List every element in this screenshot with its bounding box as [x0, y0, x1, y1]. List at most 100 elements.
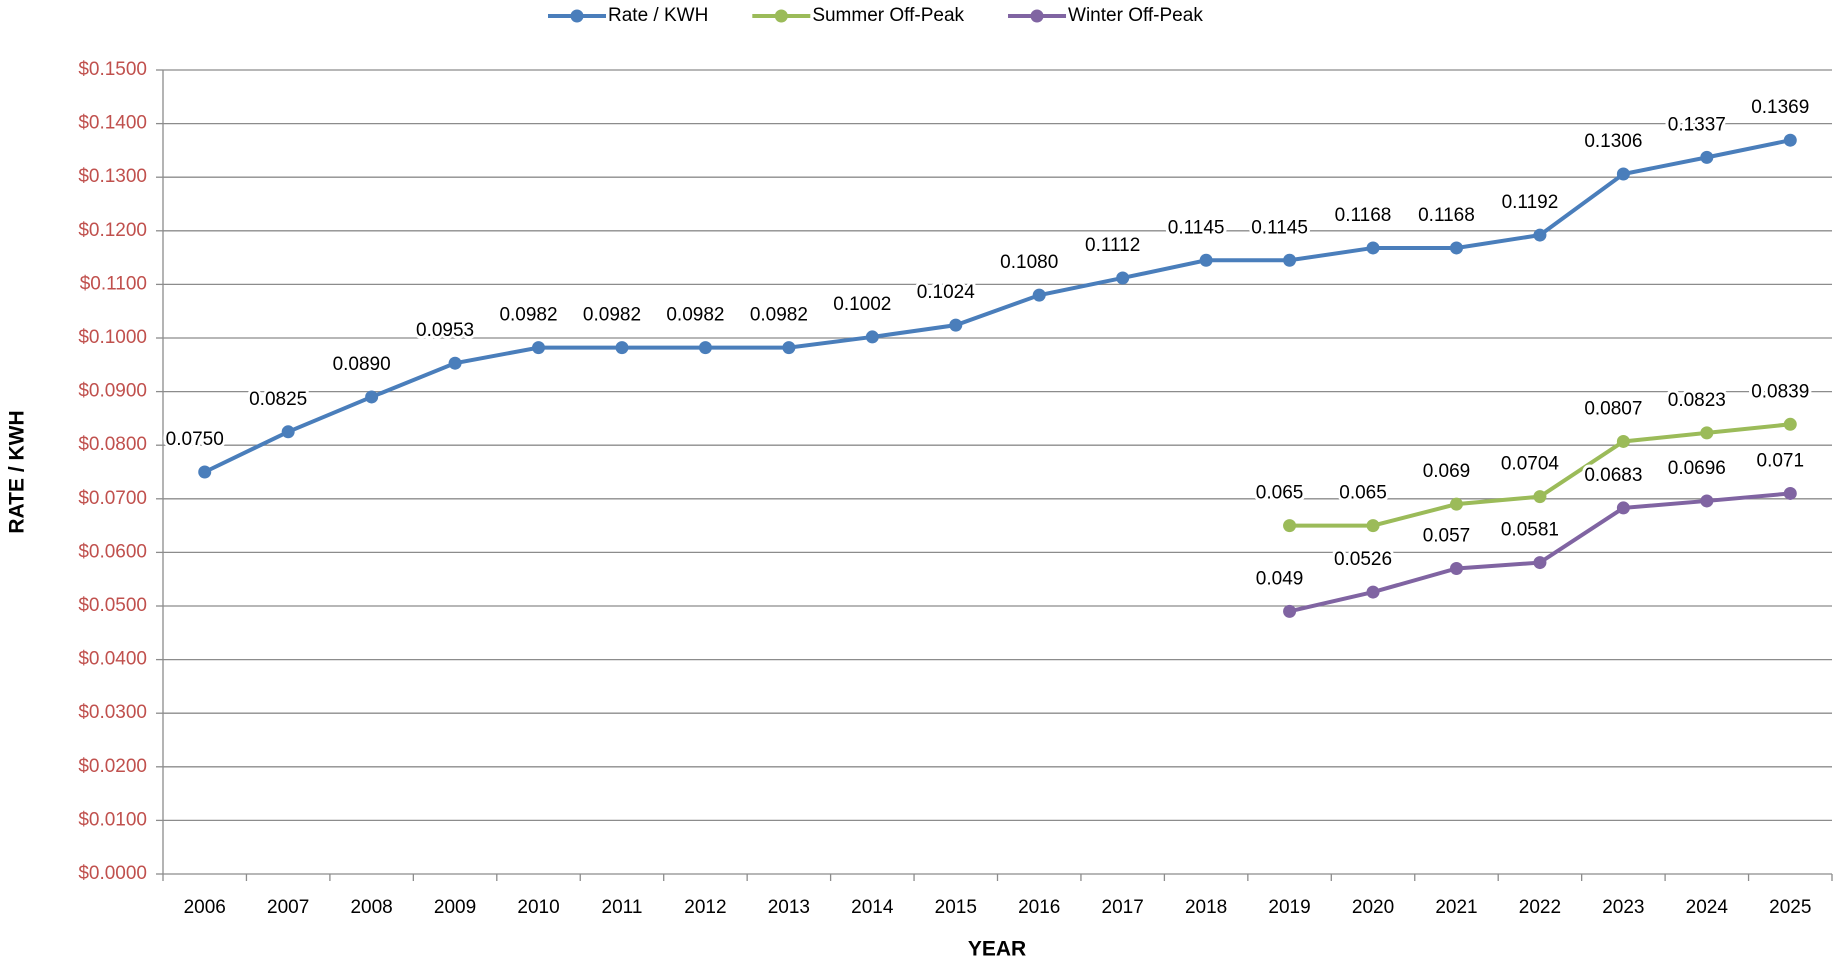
data-label: 0.057 — [1423, 525, 1471, 546]
legend-marker — [774, 9, 788, 23]
y-tick-label: $0.1400 — [78, 113, 147, 134]
data-label: 0.1002 — [833, 294, 891, 315]
legend-marker — [1030, 9, 1044, 23]
data-label: 0.0982 — [750, 305, 808, 326]
y-tick-label: $0.1500 — [78, 59, 147, 80]
x-tick-label: 2024 — [1686, 897, 1729, 918]
data-label: 0.065 — [1339, 483, 1387, 504]
data-label: 0.0750 — [166, 429, 224, 450]
data-label: 0.0982 — [583, 305, 641, 326]
data-label: 0.0890 — [333, 354, 391, 375]
x-tick-label: 2022 — [1519, 897, 1561, 918]
x-tick-label: 2009 — [434, 897, 476, 918]
y-tick-label: $0.0100 — [78, 809, 147, 830]
y-tick-label: $0.0000 — [78, 863, 147, 884]
data-point — [1700, 494, 1714, 508]
x-axis-label: YEAR — [968, 938, 1026, 961]
data-label: 0.1145 — [1168, 217, 1225, 238]
x-tick-label: 2025 — [1769, 897, 1811, 918]
data-label: 0.0982 — [499, 305, 557, 326]
data-point — [1783, 486, 1797, 500]
data-label: 0.0581 — [1501, 520, 1559, 541]
x-tick-label: 2017 — [1102, 897, 1144, 918]
data-label: 0.1168 — [1335, 205, 1392, 226]
data-point — [1116, 271, 1130, 285]
data-point — [1700, 150, 1714, 164]
x-tick-label: 2006 — [184, 897, 226, 918]
y-tick-label: $0.0300 — [78, 702, 147, 723]
x-tick-label: 2016 — [1018, 897, 1060, 918]
y-tick-label: $0.0600 — [78, 541, 147, 562]
data-label: 0.0526 — [1334, 549, 1392, 570]
data-point — [1783, 417, 1797, 431]
data-point — [365, 390, 379, 404]
data-label: 0.069 — [1423, 461, 1471, 482]
data-point — [1283, 253, 1297, 267]
legend-label: Rate / KWH — [608, 5, 708, 26]
data-point — [1366, 519, 1380, 533]
y-axis-label: RATE / KWH — [6, 410, 29, 533]
data-point — [1616, 167, 1630, 181]
data-label: 0.0683 — [1584, 465, 1642, 486]
data-label: 0.0982 — [666, 305, 724, 326]
data-point — [1616, 501, 1630, 515]
data-point — [949, 318, 963, 332]
data-point — [532, 341, 546, 355]
y-tick-label: $0.0500 — [78, 595, 147, 616]
data-label: 0.1306 — [1584, 131, 1642, 152]
data-point — [198, 465, 212, 479]
data-point — [1199, 253, 1213, 267]
data-point — [865, 330, 879, 344]
data-point — [1783, 133, 1797, 147]
data-label: 0.1145 — [1251, 217, 1308, 238]
data-label: 0.1168 — [1418, 205, 1475, 226]
data-point — [1533, 556, 1547, 570]
legend-label: Summer Off-Peak — [812, 5, 964, 26]
y-tick-label: $0.0200 — [78, 756, 147, 777]
data-point — [1449, 497, 1463, 511]
y-tick-label: $0.1300 — [78, 166, 147, 187]
data-label: 0.1369 — [1751, 97, 1809, 118]
x-tick-label: 2010 — [517, 897, 559, 918]
x-tick-label: 2013 — [768, 897, 810, 918]
data-point — [281, 425, 295, 439]
data-label: 0.065 — [1256, 483, 1304, 504]
data-label: 0.071 — [1757, 450, 1805, 471]
data-point — [615, 341, 629, 355]
x-tick-label: 2015 — [935, 897, 977, 918]
data-point — [1366, 585, 1380, 599]
y-tick-label: $0.0700 — [78, 488, 147, 509]
data-label: 0.1112 — [1085, 235, 1140, 256]
data-label: 0.1024 — [917, 282, 976, 303]
data-label: 0.1192 — [1502, 192, 1559, 213]
data-point — [1449, 241, 1463, 255]
data-label: 0.049 — [1256, 568, 1304, 589]
x-tick-label: 2014 — [851, 897, 894, 918]
data-label: 0.1337 — [1668, 114, 1726, 135]
y-tick-label: $0.1000 — [78, 327, 147, 348]
data-point — [1283, 519, 1297, 533]
x-tick-label: 2023 — [1602, 897, 1644, 918]
data-point — [1366, 241, 1380, 255]
data-point — [1533, 490, 1547, 504]
data-point — [1283, 604, 1297, 618]
data-label: 0.0825 — [249, 389, 307, 410]
y-tick-label: $0.1100 — [80, 273, 147, 294]
data-point — [782, 341, 796, 355]
y-tick-label: $0.0900 — [78, 381, 147, 402]
data-label: 0.0953 — [416, 320, 474, 341]
data-label: 0.0696 — [1668, 458, 1726, 479]
data-label: 0.1080 — [1000, 252, 1058, 273]
data-point — [1533, 228, 1547, 242]
data-label: 0.0823 — [1668, 390, 1726, 411]
data-point — [1616, 434, 1630, 448]
data-point — [1032, 288, 1046, 302]
y-tick-label: $0.1200 — [78, 220, 147, 241]
x-tick-label: 2008 — [350, 897, 392, 918]
data-point — [1700, 426, 1714, 440]
x-tick-label: 2012 — [684, 897, 726, 918]
series-line — [203, 138, 1791, 474]
data-label: 0.0839 — [1751, 381, 1809, 402]
data-point — [698, 341, 712, 355]
